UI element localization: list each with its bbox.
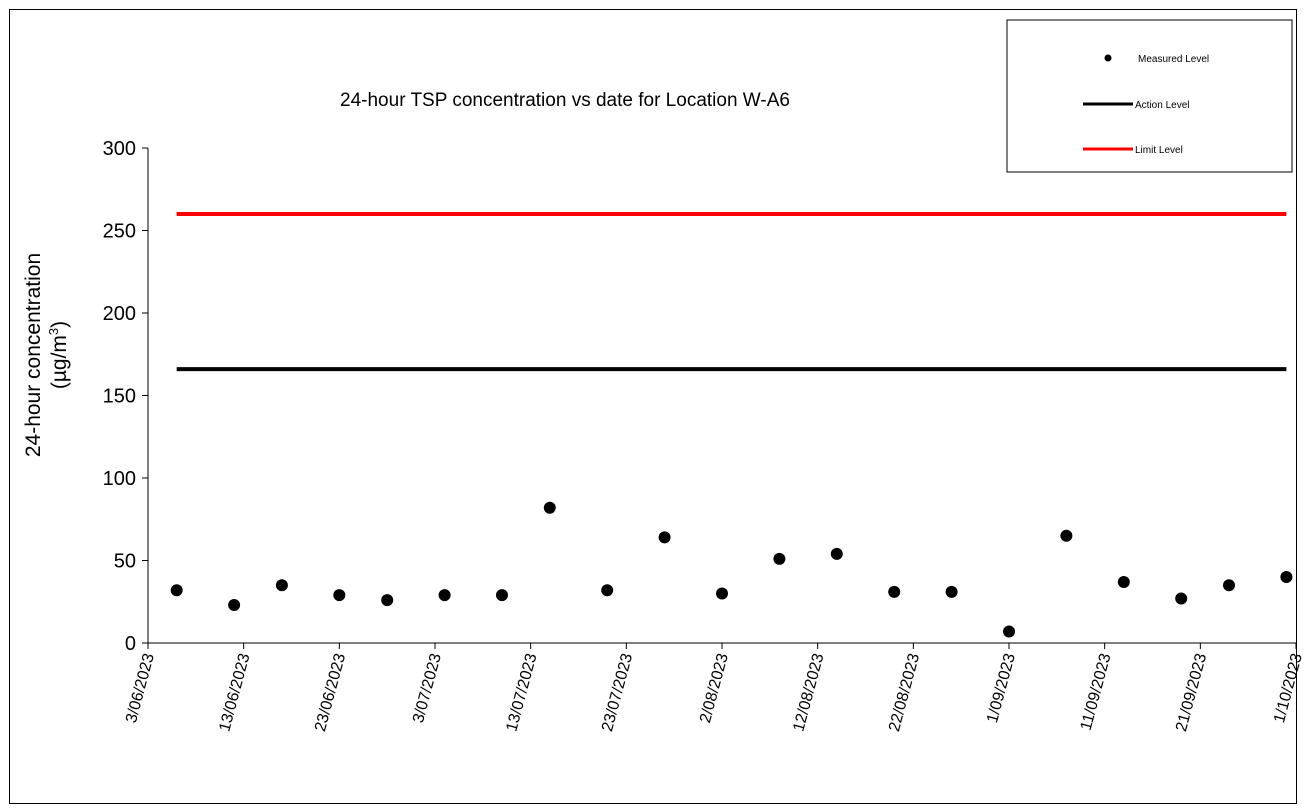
legend: Measured Level Action Level Limit Level bbox=[1006, 19, 1293, 173]
measured-level-point bbox=[381, 594, 394, 607]
x-tick-label: 3/06/2023 bbox=[123, 652, 158, 725]
measured-level-point bbox=[275, 579, 288, 592]
x-tick-label: 23/07/2023 bbox=[599, 652, 636, 734]
measured-level-point bbox=[658, 531, 671, 544]
y-tick-label: 100 bbox=[103, 468, 136, 490]
y-tick-label: 300 bbox=[103, 138, 136, 160]
legend-label-measured: Measured Level bbox=[1138, 54, 1209, 65]
measured-level-point bbox=[888, 585, 901, 598]
y-axis-unit-prefix: (µg/m bbox=[48, 335, 71, 389]
measured-level-point bbox=[1117, 576, 1130, 588]
y-axis-label-line2: (µg/m3) bbox=[46, 321, 71, 389]
measured-level-point bbox=[228, 599, 241, 611]
data-points bbox=[170, 501, 1293, 638]
legend-marker-measured bbox=[1104, 54, 1112, 62]
measured-level-point bbox=[333, 589, 346, 602]
y-tick-label: 250 bbox=[103, 221, 136, 243]
x-tick-label: 12/08/2023 bbox=[790, 652, 827, 734]
x-tick-label: 13/07/2023 bbox=[503, 652, 540, 734]
x-tick-label: 1/10/2023 bbox=[1271, 652, 1305, 725]
measured-level-point bbox=[543, 501, 556, 514]
y-tick-label: 0 bbox=[125, 633, 136, 655]
measured-level-point bbox=[716, 587, 728, 600]
y-axis-unit-superscript: 3 bbox=[46, 328, 61, 335]
level-lines bbox=[176, 212, 1287, 372]
x-tick-label: 23/06/2023 bbox=[312, 652, 349, 734]
measured-level-point bbox=[1003, 625, 1015, 638]
y-axis-label-line1: 24-hour concentration bbox=[22, 253, 45, 457]
legend-label-action: Action Level bbox=[1135, 100, 1189, 111]
measured-level-point bbox=[496, 589, 508, 602]
y-axis-unit-suffix: ) bbox=[48, 321, 71, 328]
measured-level-point bbox=[1223, 579, 1235, 592]
measured-level-point bbox=[170, 584, 183, 597]
axes bbox=[147, 148, 1296, 644]
x-tick-label: 1/09/2023 bbox=[984, 652, 1019, 725]
measured-level-point bbox=[1175, 592, 1188, 605]
measured-level-point bbox=[830, 547, 843, 560]
measured-level-point bbox=[945, 585, 958, 598]
measured-level-point bbox=[601, 584, 614, 597]
y-tick-label: 50 bbox=[114, 551, 136, 573]
x-tick-label: 21/09/2023 bbox=[1173, 652, 1210, 734]
x-tick-label: 11/09/2023 bbox=[1078, 652, 1115, 733]
y-axis-label: 24-hour concentration (µg/m3) bbox=[22, 253, 71, 457]
x-ticks: 3/06/2023 13/06/2023 23/06/2023 3/07/2023 13… bbox=[123, 643, 1305, 733]
measured-level-point bbox=[773, 552, 786, 565]
x-tick-label: 3/07/2023 bbox=[410, 652, 445, 725]
x-tick-label: 22/08/2023 bbox=[886, 652, 923, 734]
chart-title: 24-hour TSP concentration vs date for Lo… bbox=[340, 90, 790, 111]
y-tick-label: 200 bbox=[103, 303, 136, 325]
measured-level-point bbox=[1280, 571, 1293, 583]
x-tick-label: 2/08/2023 bbox=[697, 652, 732, 725]
measured-level-point bbox=[438, 589, 451, 602]
measured-level-point bbox=[1060, 529, 1073, 542]
x-tick-label: 13/06/2023 bbox=[216, 652, 253, 734]
y-ticks: 0 50 100 150 200 250 300 bbox=[103, 138, 148, 655]
legend-box bbox=[1006, 19, 1293, 173]
y-tick-label: 150 bbox=[103, 386, 136, 408]
legend-label-limit: Limit Level bbox=[1135, 145, 1183, 156]
